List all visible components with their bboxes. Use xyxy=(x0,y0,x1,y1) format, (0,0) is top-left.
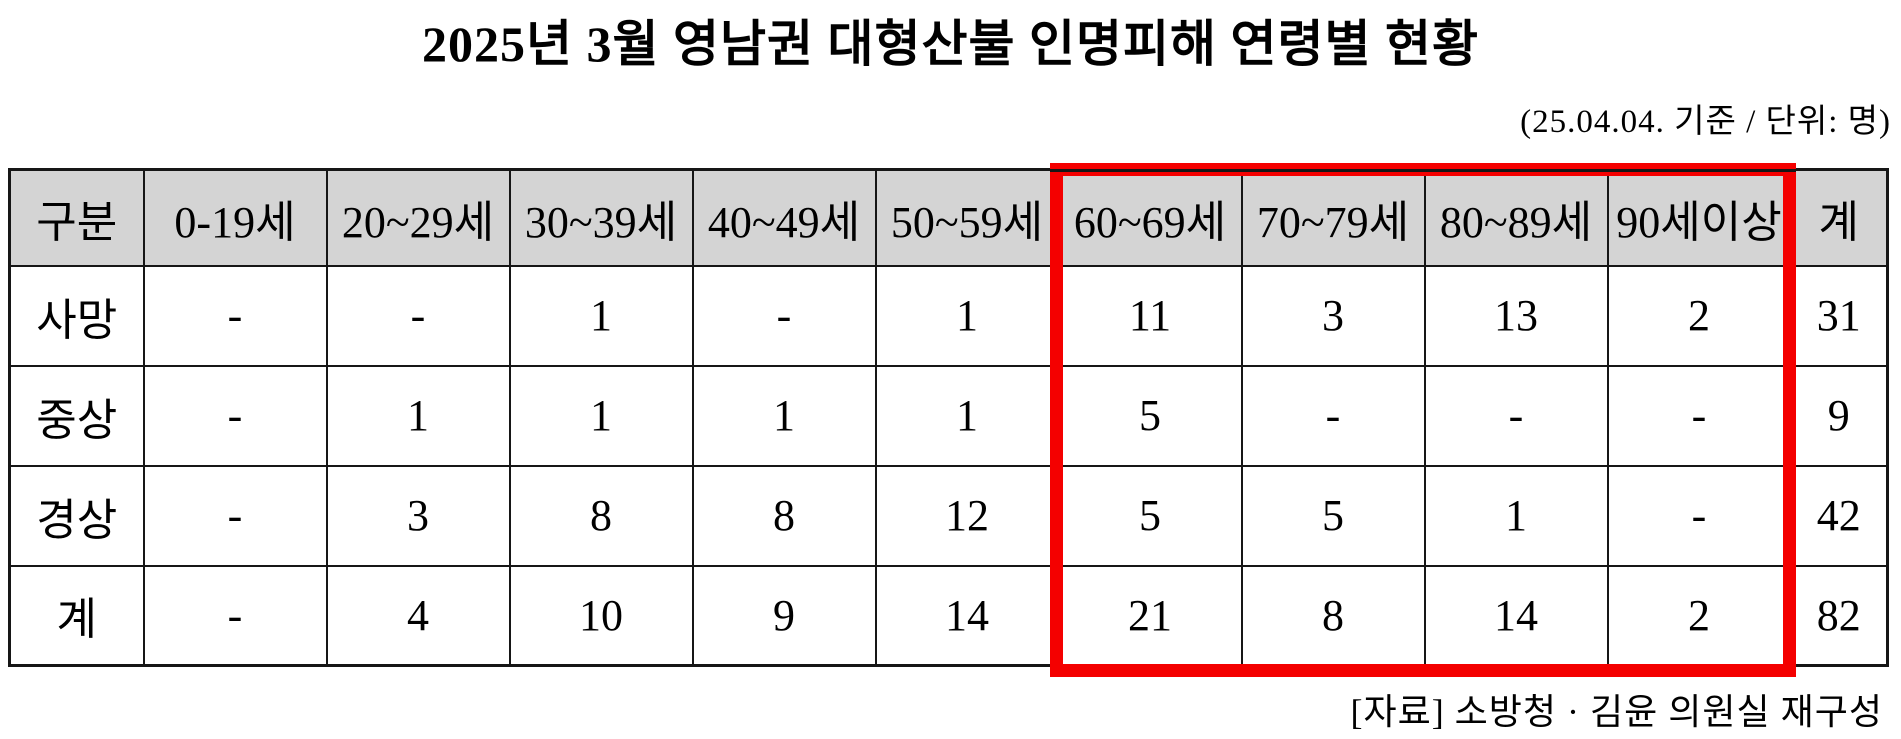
table-cell: 1 xyxy=(508,264,694,367)
table-cell: 31 xyxy=(1789,264,1889,367)
table-cell: 5 xyxy=(1240,464,1426,567)
header-cell-age-group: 30~39세 xyxy=(508,168,694,267)
row-label: 사망 xyxy=(8,264,145,367)
table-cell: 2 xyxy=(1606,564,1792,667)
table-cell: - xyxy=(142,464,328,567)
table-cell: 1 xyxy=(874,364,1060,467)
header-cell-age-group: 90세이상 xyxy=(1606,168,1792,267)
table-cell: 82 xyxy=(1789,564,1889,667)
table-cell: 8 xyxy=(1240,564,1426,667)
header-cell-age-group: 40~49세 xyxy=(691,168,877,267)
table-cell: - xyxy=(142,364,328,467)
table-cell: 4 xyxy=(325,564,511,667)
header-cell-age-group: 계 xyxy=(1789,168,1889,267)
table-cell: - xyxy=(1606,364,1792,467)
header-cell-age-group: 50~59세 xyxy=(874,168,1060,267)
subtitle-note: (25.04.04. 기준 / 단위: 명) xyxy=(1520,104,1891,140)
table-row: 경상 -3 8 8 12 5 5 1-42 xyxy=(8,464,1889,567)
casualty-table: 구분 0-19세 20~29세 30~39세 40~49세 50~59세 60~69세 70~… xyxy=(8,168,1889,667)
table-cell: - xyxy=(691,264,877,367)
table-cell: 14 xyxy=(874,564,1060,667)
source-note: [자료] 소방청 · 김윤 의원실 재구성 xyxy=(1350,692,1883,732)
table-cell: - xyxy=(1240,364,1426,467)
table-cell: 5 xyxy=(1057,464,1243,567)
row-label: 계 xyxy=(8,564,145,667)
row-label: 경상 xyxy=(8,464,145,567)
table-cell: 9 xyxy=(1789,364,1889,467)
table-cell: 8 xyxy=(508,464,694,567)
header-cell-age-group: 80~89세 xyxy=(1423,168,1609,267)
table-row: 사망 - -1-1 11 3 13 2 31 xyxy=(8,264,1889,367)
table-cell: 2 xyxy=(1606,264,1792,367)
table-cell: - xyxy=(1423,364,1609,467)
table-cell: 1 xyxy=(325,364,511,467)
table-row: 계 -4 10 9 14 21 8 14 2 82 xyxy=(8,564,1889,667)
header-cell-age-group: 0-19세 xyxy=(142,168,328,267)
table-cell: 1 xyxy=(691,364,877,467)
table-cell: - xyxy=(142,264,328,367)
row-label: 중상 xyxy=(8,364,145,467)
table-cell: 13 xyxy=(1423,264,1609,367)
header-cell-category: 구분 xyxy=(8,168,145,267)
table-cell: - xyxy=(325,264,511,367)
table-cell: 1 xyxy=(874,264,1060,367)
table-cell: 3 xyxy=(1240,264,1426,367)
table-cell: 42 xyxy=(1789,464,1889,567)
table-cell: 9 xyxy=(691,564,877,667)
header-cell-age-group: 60~69세 xyxy=(1057,168,1243,267)
table-cell: 1 xyxy=(1423,464,1609,567)
table-header-row: 구분 0-19세 20~29세 30~39세 40~49세 50~59세 60~69세 70~… xyxy=(8,168,1889,267)
table-cell: 5 xyxy=(1057,364,1243,467)
table-cell: 12 xyxy=(874,464,1060,567)
page-title: 2025년 3월 영남권 대형산불 인명피해 연령별 현황 xyxy=(422,16,1479,72)
table-cell: 14 xyxy=(1423,564,1609,667)
table-cell: 1 xyxy=(508,364,694,467)
table-cell: - xyxy=(142,564,328,667)
table-cell: - xyxy=(1606,464,1792,567)
table-body: 사망 - -1-1 11 3 13 2 31 중상 -1 1 1 1 5- - -9 경상 -3 8 8 12 5 5 1-4… xyxy=(8,264,1889,667)
table-cell: 10 xyxy=(508,564,694,667)
table-cell: 21 xyxy=(1057,564,1243,667)
table-cell: 8 xyxy=(691,464,877,567)
table-cell: 3 xyxy=(325,464,511,567)
header-cell-age-group: 70~79세 xyxy=(1240,168,1426,267)
table-header: 구분 0-19세 20~29세 30~39세 40~49세 50~59세 60~69세 70~… xyxy=(8,168,1889,267)
header-cell-age-group: 20~29세 xyxy=(325,168,511,267)
table-row: 중상 -1 1 1 1 5- - -9 xyxy=(8,364,1889,467)
table-cell: 11 xyxy=(1057,264,1243,367)
